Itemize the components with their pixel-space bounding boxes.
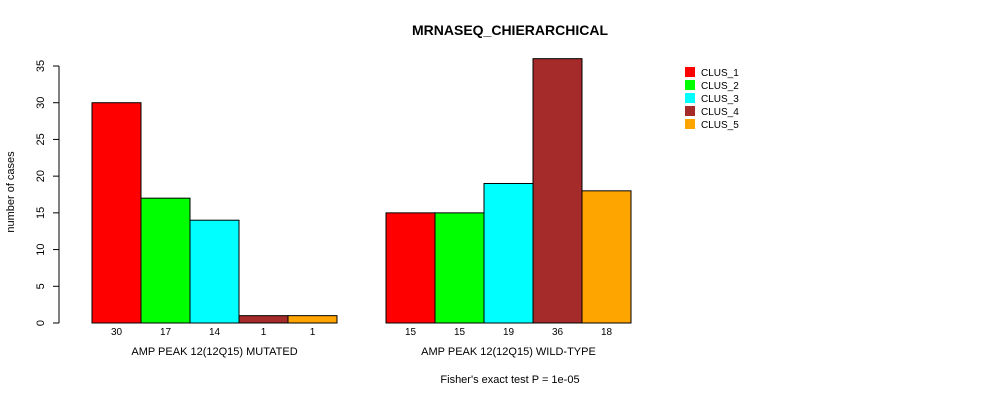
bars — [91, 58, 632, 324]
bar-count-label: 1 — [310, 327, 316, 338]
bar — [287, 315, 338, 324]
bar — [91, 102, 142, 324]
legend-swatch — [685, 80, 695, 90]
legend-label: CLUS_4 — [701, 107, 739, 118]
y-axis-label: number of cases — [5, 151, 17, 233]
group-label: AMP PEAK 12(12Q15) MUTATED — [131, 346, 297, 358]
legend-swatch — [685, 93, 695, 103]
bar-count-label: 15 — [405, 327, 417, 338]
legend-swatch — [685, 119, 695, 129]
legend-swatch — [685, 106, 695, 116]
bar — [385, 212, 436, 324]
bar — [140, 197, 191, 324]
y-axis: 0 5 10 15 20 25 30 35 — [35, 60, 60, 326]
y-tick-label: 25 — [35, 133, 47, 145]
bar-count-label: 30 — [111, 327, 123, 338]
y-tick-label: 10 — [35, 243, 47, 255]
bar — [483, 182, 534, 324]
legend: CLUS_1 CLUS_2 CLUS_3 CLUS_4 CLUS_5 — [685, 67, 739, 131]
bar — [581, 190, 632, 324]
bar — [532, 58, 583, 324]
footnote: Fisher's exact test P = 1e-05 — [440, 374, 579, 386]
y-tick-label: 15 — [35, 207, 47, 219]
y-tick-label: 35 — [35, 60, 47, 72]
chart-title: MRNASEQ_CHIERARCHICAL — [412, 22, 608, 38]
bar-count-label: 17 — [160, 327, 172, 338]
y-tick-label: 0 — [35, 320, 47, 326]
bar-count-label: 14 — [209, 327, 221, 338]
group-label: AMP PEAK 12(12Q15) WILD-TYPE — [421, 346, 596, 358]
bar-count-label: 15 — [454, 327, 466, 338]
bar-count-label: 36 — [552, 327, 564, 338]
legend-swatch — [685, 67, 695, 77]
bar — [434, 212, 485, 324]
bar — [238, 315, 289, 324]
bar — [189, 219, 240, 324]
legend-label: CLUS_1 — [701, 68, 739, 79]
legend-label: CLUS_5 — [701, 120, 739, 131]
legend-label: CLUS_3 — [701, 94, 739, 105]
y-tick-label: 20 — [35, 170, 47, 182]
bar-count-label: 19 — [503, 327, 515, 338]
y-tick-label: 5 — [35, 283, 47, 289]
bar-count-label: 1 — [261, 327, 267, 338]
legend-label: CLUS_2 — [701, 81, 739, 92]
bar-count-label: 18 — [601, 327, 613, 338]
y-tick-label: 30 — [35, 97, 47, 109]
